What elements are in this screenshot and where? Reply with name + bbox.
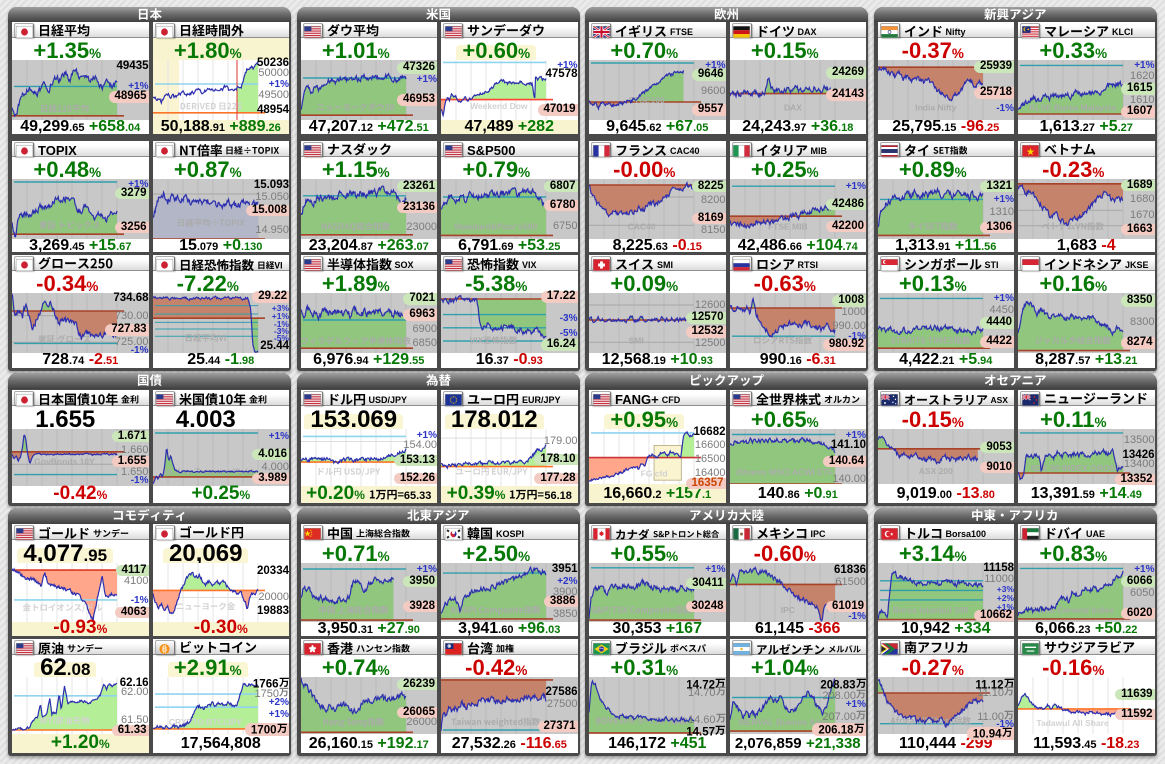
- svg-text:FTSE100: FTSE100: [629, 95, 665, 105]
- svg-text:Weekend Dow: Weekend Dow: [470, 101, 528, 111]
- svg-text:India Nifty: India Nifty: [915, 102, 956, 112]
- svg-text:Tadawul All Share: Tadawul All Share: [1036, 718, 1109, 728]
- svg-text:CAC40: CAC40: [628, 221, 656, 231]
- svg-text:Standard&Poor's500: Standard&Poor's500: [454, 221, 538, 231]
- svg-text:SMI: SMI: [629, 335, 644, 345]
- svg-text:Dubai General Index: Dubai General Index: [1031, 605, 1113, 615]
- svg-text:ASX 200: ASX 200: [918, 466, 952, 476]
- svg-text:DAX: DAX: [784, 102, 802, 112]
- svg-text:KLSE Bursa Malaysia: KLSE Bursa Malaysia: [1029, 102, 1116, 112]
- svg-text:Borsa Istanbul 100: Borsa Istanbul 100: [892, 605, 968, 615]
- svg-text:B: B: [162, 645, 167, 653]
- svg-text:IPC: IPC: [780, 605, 794, 615]
- svg-text:CRYPTO BTC/JPY: CRYPTO BTC/JPY: [168, 716, 242, 726]
- svg-text:FTSE MIB: FTSE MIB: [767, 221, 807, 231]
- svg-text:iShares MSCI ACWI ETF: iShares MSCI ACWI ETF: [735, 467, 832, 477]
- svg-text:GovBonds 10Y: GovBonds 10Y: [34, 456, 95, 466]
- svg-text:MERVAL Buenos Aires: MERVAL Buenos Aires: [738, 716, 830, 726]
- svg-text:FG cfd: FG cfd: [641, 468, 668, 478]
- svg-text:NZX 50 INDEX GROSS: NZX 50 INDEX GROSS: [1031, 462, 1122, 472]
